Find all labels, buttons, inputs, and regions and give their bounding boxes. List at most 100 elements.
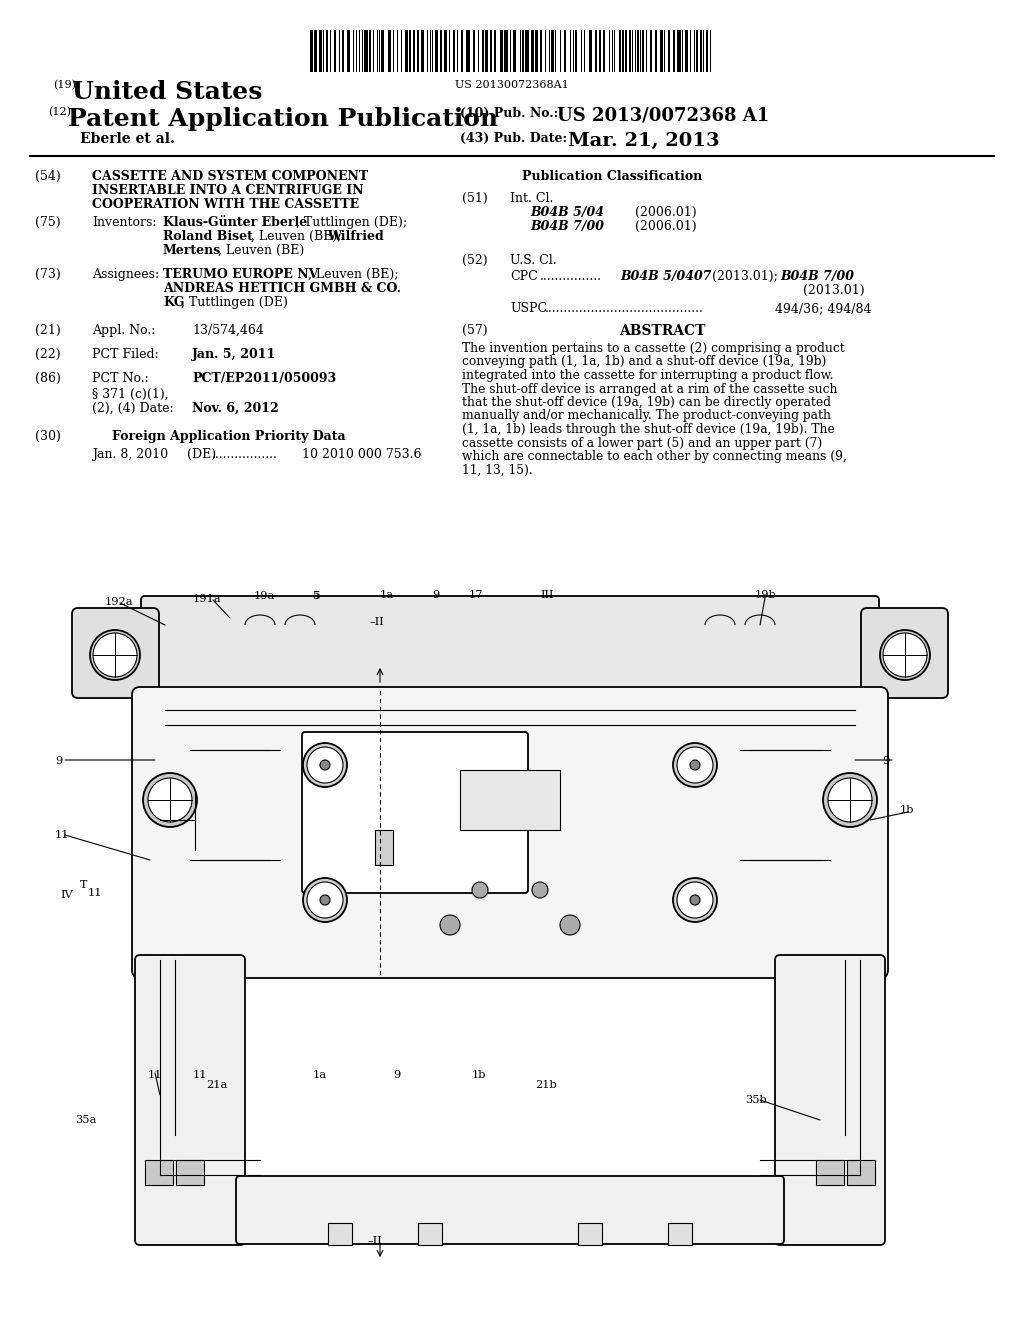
Text: (30): (30) xyxy=(35,430,60,444)
Text: (43) Pub. Date:: (43) Pub. Date: xyxy=(460,132,567,145)
Text: 35a: 35a xyxy=(75,1115,96,1125)
Bar xyxy=(664,30,666,73)
Bar xyxy=(707,30,709,73)
Bar xyxy=(362,30,364,73)
Text: 11: 11 xyxy=(193,1071,208,1080)
Bar xyxy=(406,30,408,73)
Bar xyxy=(176,1160,204,1185)
Bar xyxy=(417,30,419,73)
Bar xyxy=(460,770,560,830)
Bar xyxy=(310,30,313,73)
Bar xyxy=(457,30,458,73)
Text: 19a: 19a xyxy=(254,591,275,601)
Circle shape xyxy=(828,777,872,822)
Text: US 2013/0072368 A1: US 2013/0072368 A1 xyxy=(557,107,769,125)
Text: Int. Cl.: Int. Cl. xyxy=(510,191,553,205)
Bar xyxy=(477,30,478,73)
Bar xyxy=(324,30,325,73)
Text: 11: 11 xyxy=(88,888,102,898)
Bar xyxy=(626,30,628,73)
Bar xyxy=(555,30,556,73)
Bar xyxy=(614,30,615,73)
Text: T: T xyxy=(80,880,87,890)
Bar xyxy=(536,30,538,73)
Bar xyxy=(603,30,605,73)
Text: (75): (75) xyxy=(35,216,60,228)
Text: 192a: 192a xyxy=(105,597,133,607)
Bar xyxy=(473,30,475,73)
Text: Wilfried: Wilfried xyxy=(327,230,384,243)
Circle shape xyxy=(319,760,330,770)
Text: 9: 9 xyxy=(393,1071,400,1080)
Text: B04B 5/04: B04B 5/04 xyxy=(530,206,604,219)
Text: Mertens: Mertens xyxy=(163,244,221,257)
Text: III: III xyxy=(540,590,554,601)
Text: –II: –II xyxy=(369,616,384,627)
Bar xyxy=(421,30,424,73)
Bar xyxy=(649,30,652,73)
Bar xyxy=(374,30,375,73)
Bar xyxy=(409,30,411,73)
Bar xyxy=(702,30,705,73)
Bar xyxy=(495,30,497,73)
FancyBboxPatch shape xyxy=(141,597,879,704)
Text: Foreign Application Priority Data: Foreign Application Priority Data xyxy=(112,430,346,444)
Text: 1b: 1b xyxy=(900,805,914,814)
Text: 21b: 21b xyxy=(535,1080,557,1090)
Bar xyxy=(599,30,601,73)
Bar xyxy=(622,30,624,73)
Circle shape xyxy=(303,743,347,787)
Text: 494/36; 494/84: 494/36; 494/84 xyxy=(775,302,871,315)
Bar xyxy=(569,30,570,73)
Bar xyxy=(637,30,639,73)
Bar xyxy=(549,30,550,73)
Bar xyxy=(694,30,695,73)
Text: 11: 11 xyxy=(148,1071,163,1080)
Circle shape xyxy=(677,882,713,917)
Text: 11, 13, 15).: 11, 13, 15). xyxy=(462,463,532,477)
Bar xyxy=(375,830,393,865)
Text: B04B 7/00: B04B 7/00 xyxy=(530,220,604,234)
Bar xyxy=(500,30,503,73)
Bar xyxy=(578,1224,602,1245)
Text: (19): (19) xyxy=(53,81,76,90)
Text: Assignees:: Assignees: xyxy=(92,268,159,281)
Text: Appl. No.:: Appl. No.: xyxy=(92,323,156,337)
Text: , Tuttlingen (DE);: , Tuttlingen (DE); xyxy=(296,216,408,228)
Text: ABSTRACT: ABSTRACT xyxy=(618,323,706,338)
Text: (86): (86) xyxy=(35,372,60,385)
Bar xyxy=(682,30,683,73)
Bar xyxy=(618,30,621,73)
Text: (1, 1a, 1b) leads through the shut-off device (19a, 19b). The: (1, 1a, 1b) leads through the shut-off d… xyxy=(462,422,835,436)
Text: INSERTABLE INTO A CENTRIFUGE IN: INSERTABLE INTO A CENTRIFUGE IN xyxy=(92,183,364,197)
Circle shape xyxy=(303,878,347,921)
Text: Mar. 21, 2013: Mar. 21, 2013 xyxy=(568,132,720,150)
Bar xyxy=(355,30,356,73)
Bar xyxy=(347,30,350,73)
Text: (2013.01): (2013.01) xyxy=(804,284,865,297)
Circle shape xyxy=(823,774,877,828)
Bar xyxy=(358,30,360,73)
Circle shape xyxy=(148,777,193,822)
Bar xyxy=(485,30,487,73)
Bar xyxy=(330,30,331,73)
Bar xyxy=(646,30,647,73)
Text: § 371 (c)(1),: § 371 (c)(1), xyxy=(92,388,169,401)
Bar xyxy=(696,30,698,73)
Text: cassette consists of a lower part (5) and an upper part (7): cassette consists of a lower part (5) an… xyxy=(462,437,822,450)
Circle shape xyxy=(690,760,700,770)
Bar xyxy=(584,30,586,73)
Bar xyxy=(608,30,609,73)
Bar xyxy=(640,30,641,73)
Bar xyxy=(689,30,691,73)
Text: 13/574,464: 13/574,464 xyxy=(193,323,264,337)
Bar xyxy=(540,30,542,73)
Bar xyxy=(564,30,566,73)
Bar xyxy=(710,30,711,73)
Text: 9: 9 xyxy=(55,756,62,766)
Bar xyxy=(467,30,470,73)
Bar xyxy=(522,30,524,73)
Text: 1a: 1a xyxy=(313,1071,327,1080)
Text: Publication Classification: Publication Classification xyxy=(522,170,702,183)
Bar xyxy=(546,30,547,73)
